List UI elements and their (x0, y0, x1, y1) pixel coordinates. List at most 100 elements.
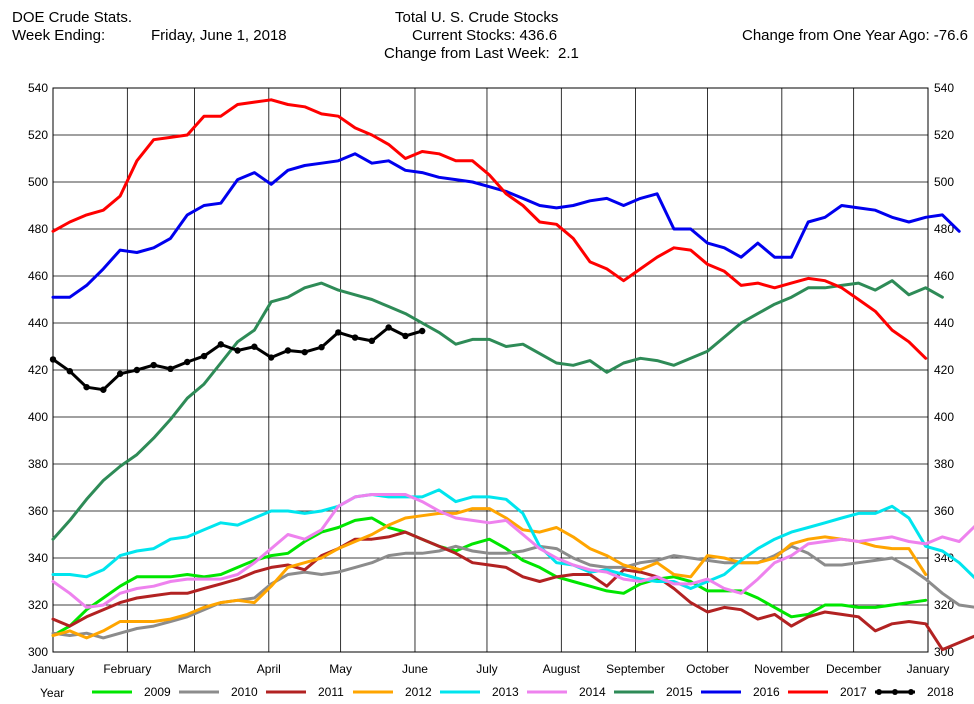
header-change-year: Change from One Year Ago: -76.6 (742, 27, 968, 44)
data-point-2018 (251, 343, 258, 350)
series-line-2015 (51, 279, 944, 541)
y-tick-label-left: 480 (28, 222, 48, 236)
data-point-2018 (402, 332, 409, 340)
data-point-2018 (385, 324, 392, 331)
header-center-title: Total U. S. Crude Stocks (395, 9, 559, 26)
legend-label-2013: 2013 (492, 685, 519, 699)
y-tick-label-right: 460 (934, 269, 954, 283)
y-tick-label-left: 460 (28, 269, 48, 283)
data-point-2018 (368, 337, 376, 345)
data-point-2018 (200, 352, 208, 360)
data-point-2018 (184, 358, 191, 366)
legend-label-2016: 2016 (753, 685, 780, 699)
x-tick-label: January (32, 662, 75, 676)
x-tick-label: August (543, 662, 581, 676)
legend-label-2017: 2017 (840, 685, 867, 699)
x-tick-label: March (178, 662, 211, 676)
header-change-week: Change from Last Week: 2.1 (384, 45, 579, 62)
y-tick-label-right: 420 (934, 363, 954, 377)
x-tick-label: January (907, 662, 950, 676)
chart-series (49, 98, 974, 652)
chart-legend: Year 2009 2010 2011 2012 2013 2014 2015 2016 201… (40, 685, 954, 700)
y-tick-label-right: 300 (934, 645, 954, 659)
x-tick-label: July (476, 662, 497, 676)
series-line-2014 (51, 493, 974, 609)
data-point-2018 (167, 365, 174, 373)
y-tick-label-left: 520 (28, 128, 48, 142)
change-year-value: -76.6 (933, 27, 968, 44)
data-point-2018 (83, 383, 90, 391)
x-tick-label: May (329, 662, 352, 676)
legend-marker-2018 (892, 689, 898, 695)
change-week-value: 2.1 (557, 45, 579, 62)
y-tick-label-left: 420 (28, 363, 48, 377)
data-point-2018 (234, 347, 241, 354)
data-point-2018 (116, 370, 124, 377)
y-tick-label-right: 360 (934, 504, 954, 518)
series-line-2011 (51, 530, 974, 652)
x-tick-label: June (402, 662, 428, 676)
data-point-2018 (66, 367, 73, 375)
data-point-2018 (267, 354, 275, 361)
y-tick-label-right: 400 (934, 410, 954, 424)
x-tick-label: April (257, 662, 281, 676)
series-line-2013 (51, 488, 974, 590)
series-line-2016 (51, 152, 961, 299)
data-point-2018 (284, 347, 292, 354)
header-week-ending-date: Friday, June 1, 2018 (151, 27, 287, 44)
y-tick-label-right: 320 (934, 598, 954, 612)
y-tick-label-right: 440 (934, 316, 954, 330)
legend-label-2010: 2010 (231, 685, 258, 699)
change-week-label: Change from Last Week: (384, 45, 550, 62)
data-point-2018 (318, 344, 325, 351)
y-tick-label-left: 360 (28, 504, 48, 518)
series-line-2012 (51, 507, 928, 640)
data-point-2018 (49, 356, 57, 363)
header-week-ending-label: Week Ending: (12, 27, 106, 44)
plot-border (52, 87, 929, 653)
y-tick-label-right: 540 (934, 81, 954, 95)
series-line-2018 (51, 326, 424, 392)
series-line-2017 (51, 98, 928, 360)
legend-label-2018: 2018 (927, 685, 954, 699)
legend-title: Year (40, 686, 64, 700)
y-tick-label-left: 400 (28, 410, 48, 424)
data-point-2018 (150, 361, 157, 369)
legend-label-2014: 2014 (579, 685, 606, 699)
legend-label-2011: 2011 (318, 685, 344, 699)
legend-marker-2018 (876, 689, 882, 695)
header-left-line1: DOE Crude Stats. (12, 9, 133, 26)
y-tick-label-left: 300 (28, 645, 48, 659)
current-stocks-label: Current Stocks: (412, 27, 516, 44)
legend-label-2009: 2009 (144, 685, 171, 699)
data-point-2018 (335, 329, 342, 336)
y-tick-label-left: 320 (28, 598, 48, 612)
data-point-2018 (133, 366, 141, 374)
y-tick-label-left: 500 (28, 175, 48, 189)
x-tick-label: October (686, 662, 729, 676)
y-tick-label-right: 480 (934, 222, 954, 236)
current-stocks-value: 436.6 (519, 27, 558, 44)
x-tick-label: November (754, 662, 809, 676)
data-point-2018 (418, 327, 426, 335)
chart-grid (52, 87, 929, 653)
data-point-2018 (351, 334, 359, 341)
y-tick-label-left: 540 (28, 81, 48, 95)
x-tick-label: December (826, 662, 881, 676)
series-line-2009 (51, 516, 928, 637)
x-tick-label: September (606, 662, 665, 676)
y-tick-label-left: 340 (28, 551, 48, 565)
data-point-2018 (100, 386, 107, 393)
header-current-stocks: Current Stocks: 436.6 (412, 27, 557, 44)
y-tick-label-right: 520 (934, 128, 954, 142)
y-tick-label-right: 380 (934, 457, 954, 471)
change-year-label: Change from One Year Ago: (741, 27, 930, 44)
legend-label-2012: 2012 (405, 685, 432, 699)
legend-label-2015: 2015 (666, 685, 693, 699)
y-tick-label-left: 380 (28, 457, 48, 471)
data-point-2018 (301, 348, 308, 356)
y-tick-label-left: 440 (28, 316, 48, 330)
x-tick-label: February (103, 662, 151, 676)
